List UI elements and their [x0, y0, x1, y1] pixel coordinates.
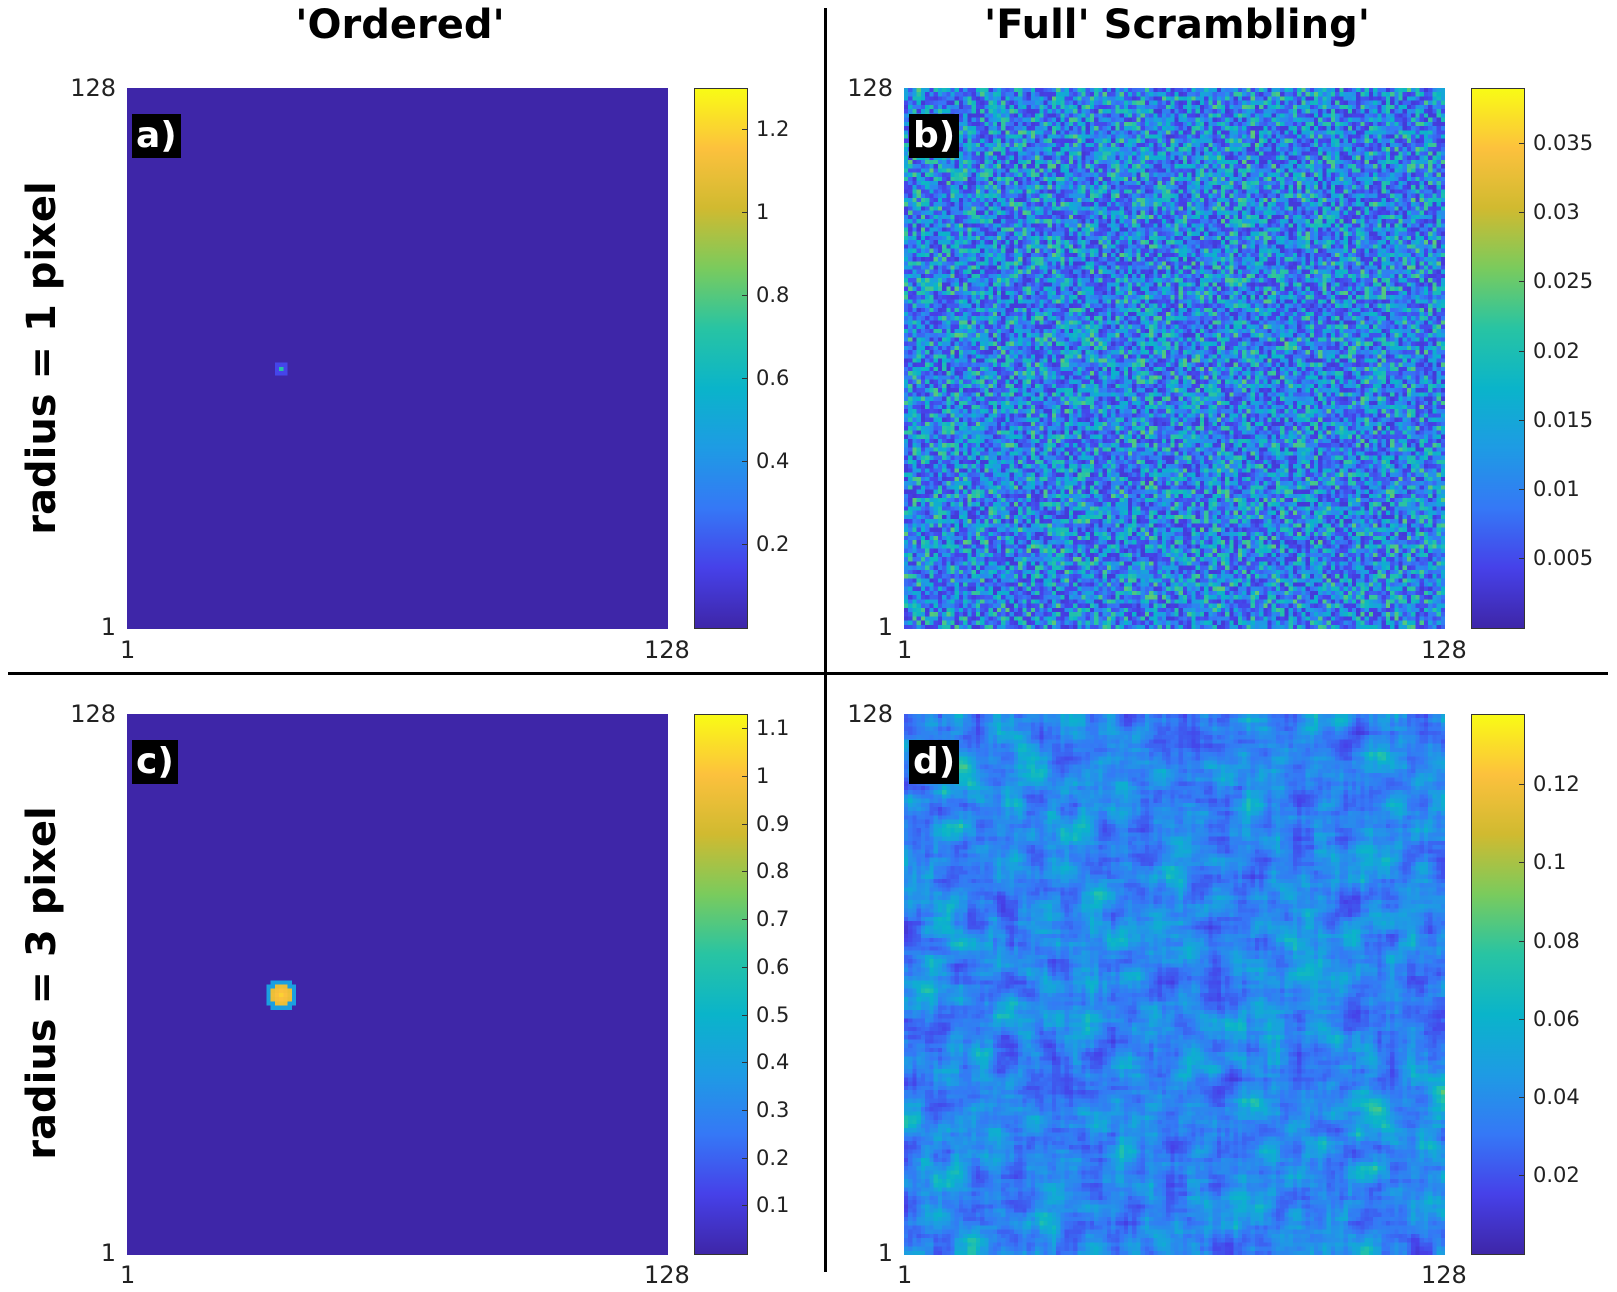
colorbar-tick-label: 0.5: [756, 1002, 790, 1027]
heatmap-b: [904, 88, 1445, 629]
y-tick-bottom-a: 1: [100, 613, 116, 641]
colorbar-tick-label: 0.6: [756, 366, 790, 391]
panel-label-b: b): [909, 114, 960, 158]
colorbar-tick: [742, 378, 747, 380]
row-title-radius-3: radius = 3 pixel: [19, 806, 65, 1160]
colorbar-tick-label: 0.1: [756, 1193, 790, 1218]
column-title-full-scrambling: 'Full' Scrambling': [984, 2, 1370, 48]
x-tick-left-a: 1: [120, 636, 136, 664]
colorbar-tick: [742, 544, 747, 546]
heatmap-a: [127, 88, 668, 629]
colorbar-tick-label: 0.03: [1533, 200, 1580, 225]
colorbar-tick-label: 0.8: [756, 283, 790, 308]
colorbar-tick-label: 1: [756, 764, 770, 788]
colorbar-tick: [742, 212, 747, 214]
y-tick-bottom-b: 1: [877, 613, 893, 641]
colorbar-b: [1471, 88, 1525, 629]
horizontal-divider: [8, 672, 1608, 675]
x-tick-left-d: 1: [897, 1261, 913, 1289]
colorbar-tick: [742, 461, 747, 463]
panel-label-d: d): [909, 740, 960, 784]
colorbar-tick: [1519, 143, 1524, 145]
colorbar-tick-label: 0.1: [1533, 850, 1567, 875]
colorbar-tick: [1519, 862, 1524, 864]
y-tick-bottom-c: 1: [100, 1239, 116, 1267]
colorbar-tick-label: 0.06: [1533, 1006, 1580, 1031]
colorbar-tick: [1519, 419, 1524, 421]
y-tick-top-d: 128: [847, 700, 893, 728]
colorbar-tick-label: 0.12: [1533, 772, 1580, 797]
colorbar-tick: [1519, 940, 1524, 942]
vertical-divider: [824, 8, 827, 1272]
colorbar-tick-label: 0.4: [756, 449, 790, 474]
colorbar-tick-label: 0.7: [756, 907, 790, 932]
colorbar-tick: [742, 919, 747, 921]
y-tick-bottom-d: 1: [877, 1239, 893, 1267]
colorbar-tick: [742, 871, 747, 873]
heatmap-d: [904, 714, 1445, 1255]
x-tick-right-a: 128: [644, 636, 690, 664]
colorbar-tick: [742, 295, 747, 297]
colorbar-tick-label: 1: [756, 200, 770, 225]
colorbar-tick-label: 0.04: [1533, 1084, 1580, 1109]
colorbar-tick: [742, 129, 747, 131]
colorbar-a: [694, 88, 748, 629]
y-tick-top-c: 128: [70, 700, 116, 728]
colorbar-tick-label: 0.02: [1533, 338, 1580, 363]
colorbar-tick-label: 0.2: [756, 1145, 790, 1170]
y-tick-top-a: 128: [70, 74, 116, 102]
x-tick-left-b: 1: [897, 636, 913, 664]
heatmap-c: [127, 714, 668, 1255]
colorbar-tick: [742, 1157, 747, 1159]
colorbar-tick-label: 0.08: [1533, 928, 1580, 953]
colorbar-c: [694, 714, 748, 1255]
x-tick-right-d: 128: [1421, 1261, 1467, 1289]
colorbar-tick-label: 0.01: [1533, 476, 1580, 501]
colorbar-tick: [742, 823, 747, 825]
colorbar-tick-label: 0.8: [756, 859, 790, 884]
colorbar-tick-label: 0.4: [756, 1050, 790, 1075]
colorbar-tick-label: 0.035: [1533, 131, 1594, 156]
colorbar-tick: [1519, 212, 1524, 214]
row-title-radius-1: radius = 1 pixel: [19, 181, 65, 535]
colorbar-tick-label: 0.2: [756, 532, 790, 557]
colorbar-tick: [1519, 557, 1524, 559]
x-tick-left-c: 1: [120, 1261, 136, 1289]
panel-label-c: c): [132, 740, 178, 784]
colorbar-tick-label: 0.6: [756, 954, 790, 979]
panel-label-a: a): [132, 114, 181, 158]
colorbar-tick: [742, 1205, 747, 1207]
colorbar-tick-label: 0.02: [1533, 1162, 1580, 1187]
colorbar-tick: [1519, 1018, 1524, 1020]
x-tick-right-c: 128: [644, 1261, 690, 1289]
colorbar-tick: [1519, 784, 1524, 786]
colorbar-tick: [742, 1109, 747, 1111]
colorbar-tick-label: 0.025: [1533, 269, 1594, 294]
colorbar-tick: [1519, 350, 1524, 352]
colorbar-tick-label: 0.9: [756, 811, 790, 836]
colorbar-tick-label: 1.2: [756, 117, 790, 142]
column-title-ordered: 'Ordered': [295, 2, 505, 48]
colorbar-tick: [1519, 1096, 1524, 1098]
y-tick-top-b: 128: [847, 74, 893, 102]
colorbar-tick: [742, 776, 747, 777]
colorbar-tick: [742, 728, 747, 730]
colorbar-tick: [1519, 488, 1524, 490]
colorbar-tick-label: 1.1: [756, 716, 790, 741]
colorbar-tick-label: 0.015: [1533, 407, 1594, 432]
colorbar-tick: [742, 966, 747, 968]
colorbar-d: [1471, 714, 1525, 1255]
x-tick-right-b: 128: [1421, 636, 1467, 664]
colorbar-tick: [742, 1062, 747, 1064]
colorbar-tick-label: 0.3: [756, 1097, 790, 1122]
colorbar-tick: [742, 1014, 747, 1016]
colorbar-tick: [1519, 281, 1524, 283]
colorbar-tick: [1519, 1174, 1524, 1176]
colorbar-tick-label: 0.005: [1533, 545, 1594, 570]
